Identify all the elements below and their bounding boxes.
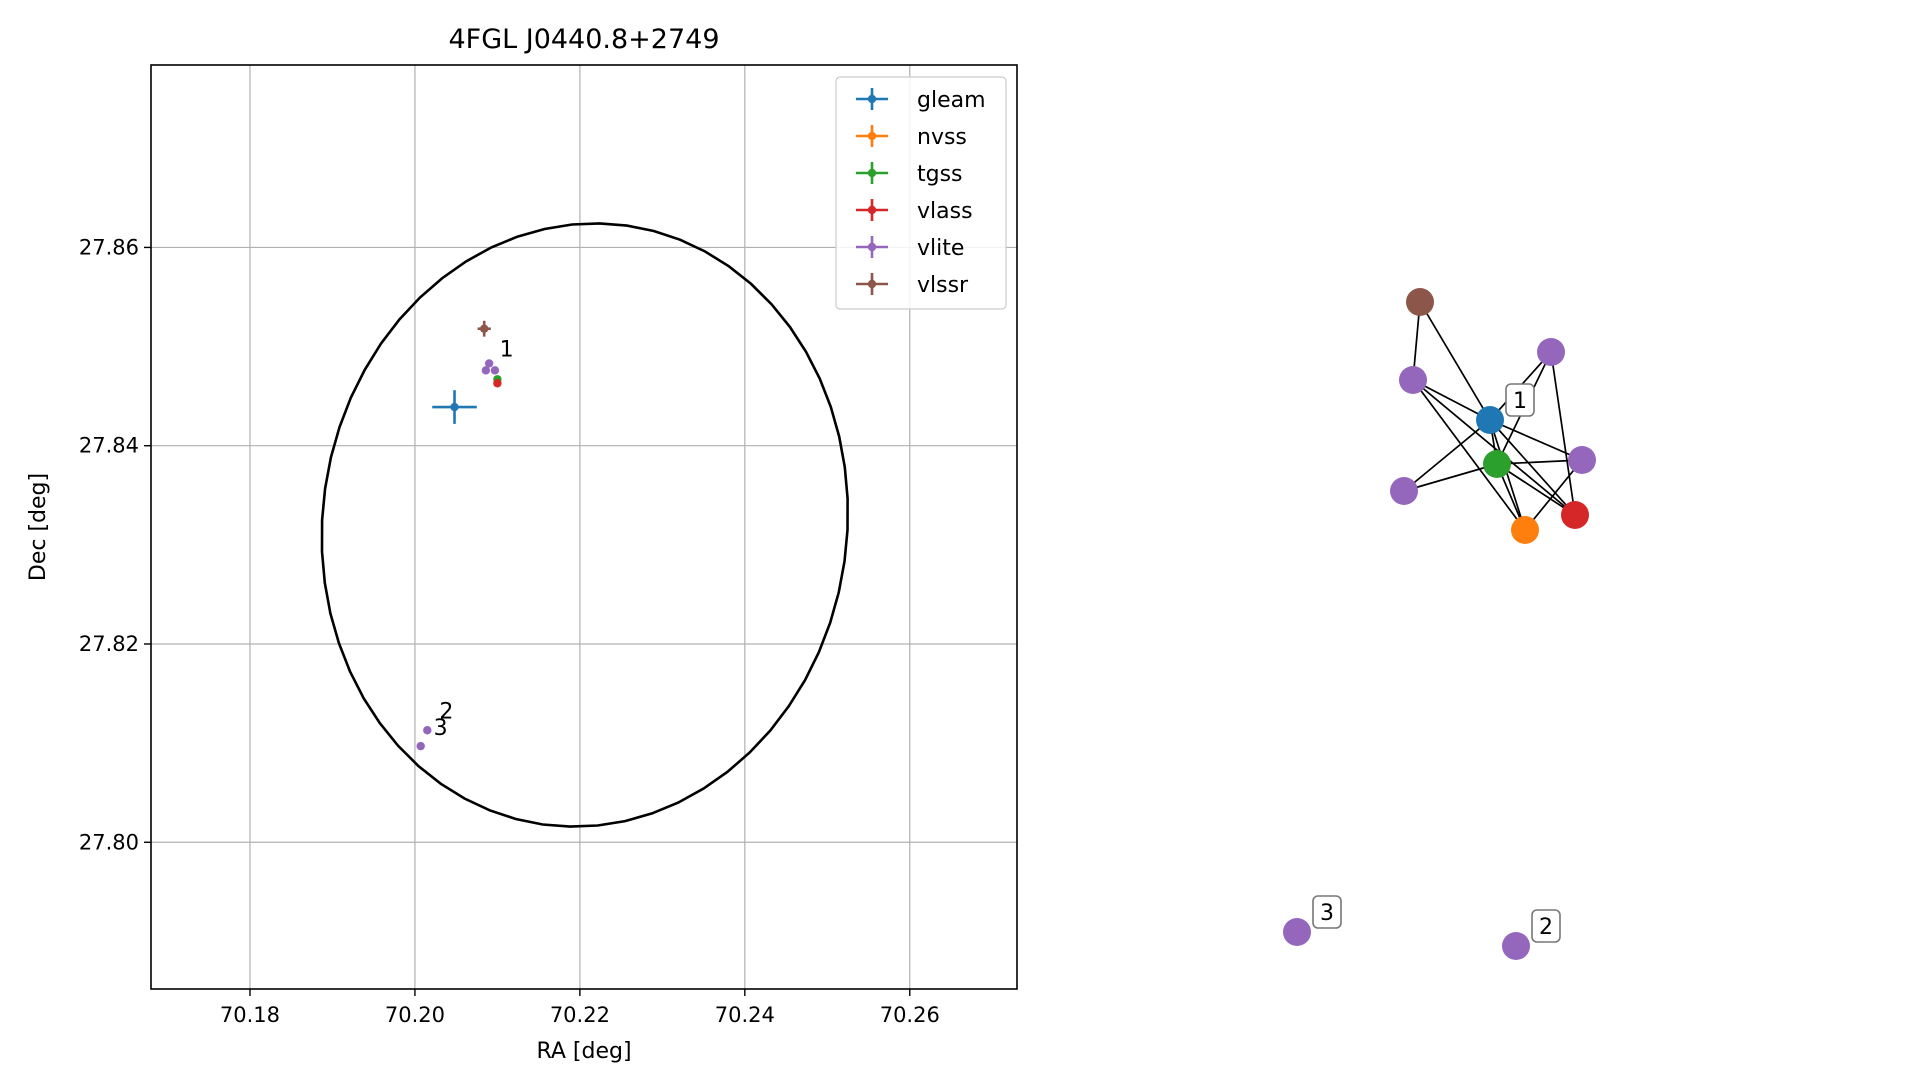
legend-entry-tgss: tgss <box>856 162 963 187</box>
network-edge <box>1496 463 1576 516</box>
localization-ellipse-path <box>320 222 849 828</box>
x-tick-label: 70.26 <box>880 1003 940 1027</box>
x-tick-label: 70.18 <box>220 1003 280 1027</box>
x-tick-label: 70.20 <box>385 1003 445 1027</box>
point-annotation: 2 <box>439 699 453 724</box>
x-tick-label: 70.22 <box>550 1003 610 1027</box>
network-node-vlssr <box>1406 288 1434 316</box>
legend-label: vlass <box>917 199 973 224</box>
scatter-panel: 4FGL J0440.8+2749 123 70.18 70.20 70.22 70.… <box>26 24 1018 1064</box>
legend-entry-nvss: nvss <box>856 125 967 150</box>
network-node-tgss <box>1483 450 1511 478</box>
data-point-vlssr <box>477 320 491 337</box>
point-annotations: 1 23 <box>434 337 514 741</box>
network-node-vlite_a <box>1399 366 1427 394</box>
y-axis-label: Dec [deg] <box>26 473 51 581</box>
legend-label: nvss <box>917 125 967 150</box>
network-edge <box>1403 463 1498 492</box>
x-axis-label: RA [deg] <box>536 1039 631 1064</box>
localization-ellipse <box>320 222 849 828</box>
legend: gleam nvss tgss vlass vlite vlssr <box>835 76 1007 310</box>
network-panel: 1 2 3 <box>1283 288 1596 960</box>
network-node-vlite_b <box>1537 338 1565 366</box>
legend-label: vlite <box>917 236 964 261</box>
network-edge <box>1496 459 1583 465</box>
svg-text:2: 2 <box>1539 915 1553 940</box>
network-nodes <box>1283 288 1596 960</box>
legend-entry-gleam: gleam <box>856 88 986 113</box>
data-point-gleam <box>432 390 477 424</box>
y-tick-label: 27.80 <box>79 830 139 854</box>
y-tick-label: 27.86 <box>79 235 139 259</box>
chart-title: 4FGL J0440.8+2749 <box>448 24 719 55</box>
y-axis-ticks: 27.80 27.82 27.84 27.86 <box>79 235 151 854</box>
network-node-nvss <box>1511 516 1539 544</box>
network-node-vlite_e <box>1502 932 1530 960</box>
network-node-vlite_f <box>1283 918 1311 946</box>
point-annotation: 1 <box>500 337 514 362</box>
data-point-vlass <box>493 379 502 388</box>
x-tick-label: 70.24 <box>715 1003 775 1027</box>
svg-text:1: 1 <box>1513 389 1527 414</box>
data-point-vlite <box>416 741 425 751</box>
network-edge <box>1489 419 1576 516</box>
network-edge <box>1524 459 1583 531</box>
data-point-vlite <box>423 726 432 735</box>
y-tick-label: 27.84 <box>79 434 139 458</box>
data-point-vlite <box>484 359 494 368</box>
x-axis-ticks: 70.18 70.20 70.22 70.24 70.26 <box>220 989 940 1027</box>
legend-entry-vlssr: vlssr <box>856 273 969 298</box>
legend-label: tgss <box>917 162 963 187</box>
data-point-vlite <box>481 366 491 375</box>
y-tick-label: 27.82 <box>79 632 139 656</box>
network-node-vlite_d <box>1390 477 1418 505</box>
network-edge <box>1489 419 1526 531</box>
network-node-gleam <box>1476 406 1504 434</box>
data-point-vlite <box>490 366 500 375</box>
network-edge <box>1550 351 1576 516</box>
legend-label: vlssr <box>917 273 969 298</box>
point-annotation: 3 <box>434 716 448 741</box>
network-edge <box>1419 301 1491 421</box>
network-group-label: 1 <box>1505 383 1535 417</box>
plot-frame <box>150 64 1018 990</box>
legend-entry-vlite: vlite <box>856 236 964 261</box>
network-edges <box>1403 301 1583 531</box>
legend-entry-vlass: vlass <box>856 199 973 224</box>
legend-label: gleam <box>917 88 986 113</box>
network-edge <box>1412 379 1491 421</box>
network-node-vlite_c <box>1568 446 1596 474</box>
data-points <box>416 320 502 751</box>
network-group-label: 3 <box>1312 895 1342 929</box>
network-node-vlass <box>1561 501 1589 529</box>
network-edge <box>1403 419 1491 492</box>
network-edge <box>1412 379 1526 531</box>
network-group-label: 2 <box>1531 909 1561 943</box>
network-group-labels: 1 2 3 <box>1312 383 1561 943</box>
svg-text:3: 3 <box>1320 901 1334 926</box>
